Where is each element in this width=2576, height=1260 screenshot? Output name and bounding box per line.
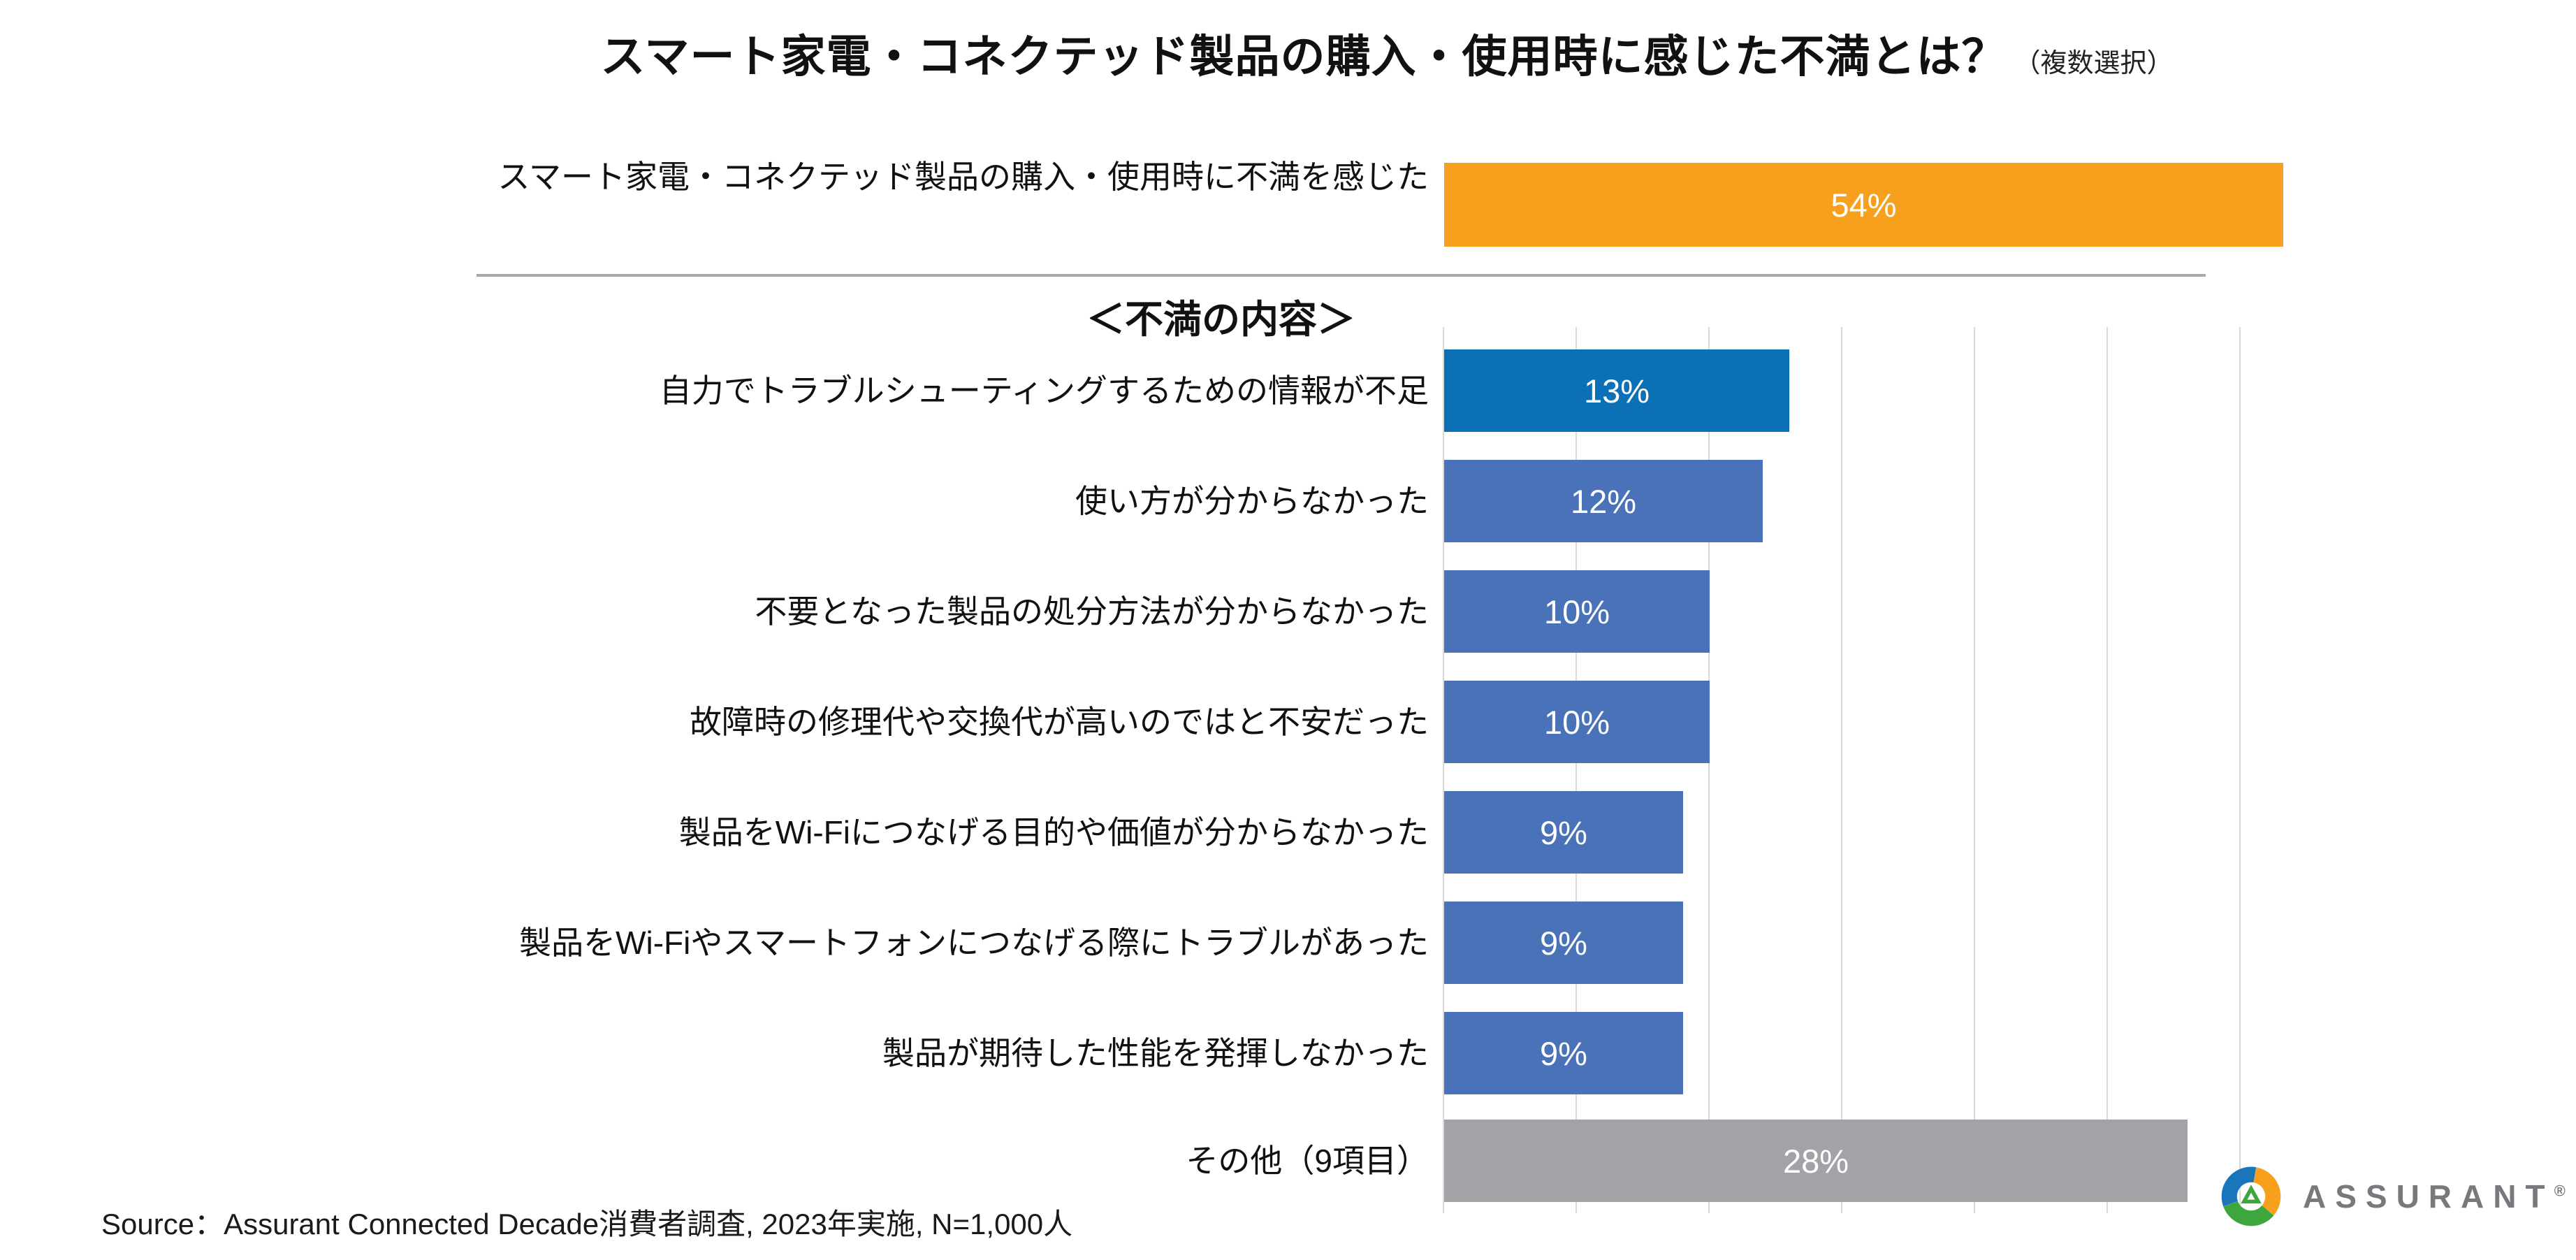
bar-label: 製品をWi-Fiにつなげる目的や価値が分からなかった: [678, 814, 1429, 850]
bar-value: 10%: [1543, 703, 1610, 741]
chart-title: スマート家電・コネクテッド製品の購入・使用時に感じた不満とは？: [600, 31, 2007, 82]
section-header: ＜不満の内容＞: [1086, 298, 1356, 341]
gridline: [1708, 327, 1710, 1213]
bar-value: 9%: [1540, 924, 1587, 962]
bar: 9%: [1444, 901, 1683, 984]
assurant-logo: ASSURANT®: [2219, 1164, 2566, 1229]
bar-value: 9%: [1540, 1034, 1587, 1072]
bar-label: 使い方が分からなかった: [1075, 483, 1429, 519]
bar-label: 故障時の修理代や交換代が高いのではと不安だった: [690, 704, 1429, 740]
gridline: [2239, 327, 2241, 1213]
bar-value: 10%: [1543, 593, 1610, 630]
assurant-logo-icon: [2221, 1166, 2281, 1226]
bar: 10%: [1444, 681, 1710, 763]
overall-bar-value: 54%: [1831, 186, 1897, 224]
overall-bar: 54%: [1444, 163, 2283, 247]
gridline: [1974, 327, 1975, 1213]
bar-label: その他（9項目）: [1186, 1143, 1429, 1179]
bar-label: 製品が期待した性能を発揮しなかった: [882, 1035, 1429, 1071]
registered-mark: ®: [2554, 1182, 2566, 1200]
chart-title-note: （複数選択）: [2014, 49, 2174, 78]
gridline: [1841, 327, 1842, 1213]
gridline: [1576, 327, 1577, 1213]
gridline: [1443, 327, 1444, 1213]
bar: 12%: [1444, 460, 1763, 542]
gridline: [2106, 327, 2108, 1213]
bar-label: 製品をWi-Fiやスマートフォンにつなげる際にトラブルがあった: [519, 925, 1429, 961]
title-row: スマート家電・コネクテッド製品の購入・使用時に感じた不満とは？ （複数選択）: [279, 21, 2494, 85]
assurant-wordmark: ASSURANT®: [2303, 1178, 2566, 1215]
bar-label: 不要となった製品の処分方法が分からなかった: [755, 593, 1429, 630]
bar: 28%: [1444, 1120, 2188, 1202]
bar: 10%: [1444, 570, 1710, 653]
bar-label: 自力でトラブルシューティングするための情報が不足: [659, 372, 1429, 409]
overall-bar-label: スマート家電・コネクテッド製品の購入・使用時に不満を感じた: [497, 159, 1429, 195]
bar-value: 28%: [1782, 1142, 1849, 1180]
bar: 9%: [1444, 791, 1683, 874]
bar: 9%: [1444, 1012, 1683, 1094]
bar: 13%: [1444, 349, 1789, 432]
divider-line: [476, 274, 2206, 277]
bar-value: 13%: [1583, 372, 1650, 410]
source-note: Source：Assurant Connected Decade消費者調査, 2…: [101, 1208, 1073, 1240]
bar-value: 12%: [1570, 482, 1637, 520]
bar-value: 9%: [1540, 813, 1587, 851]
